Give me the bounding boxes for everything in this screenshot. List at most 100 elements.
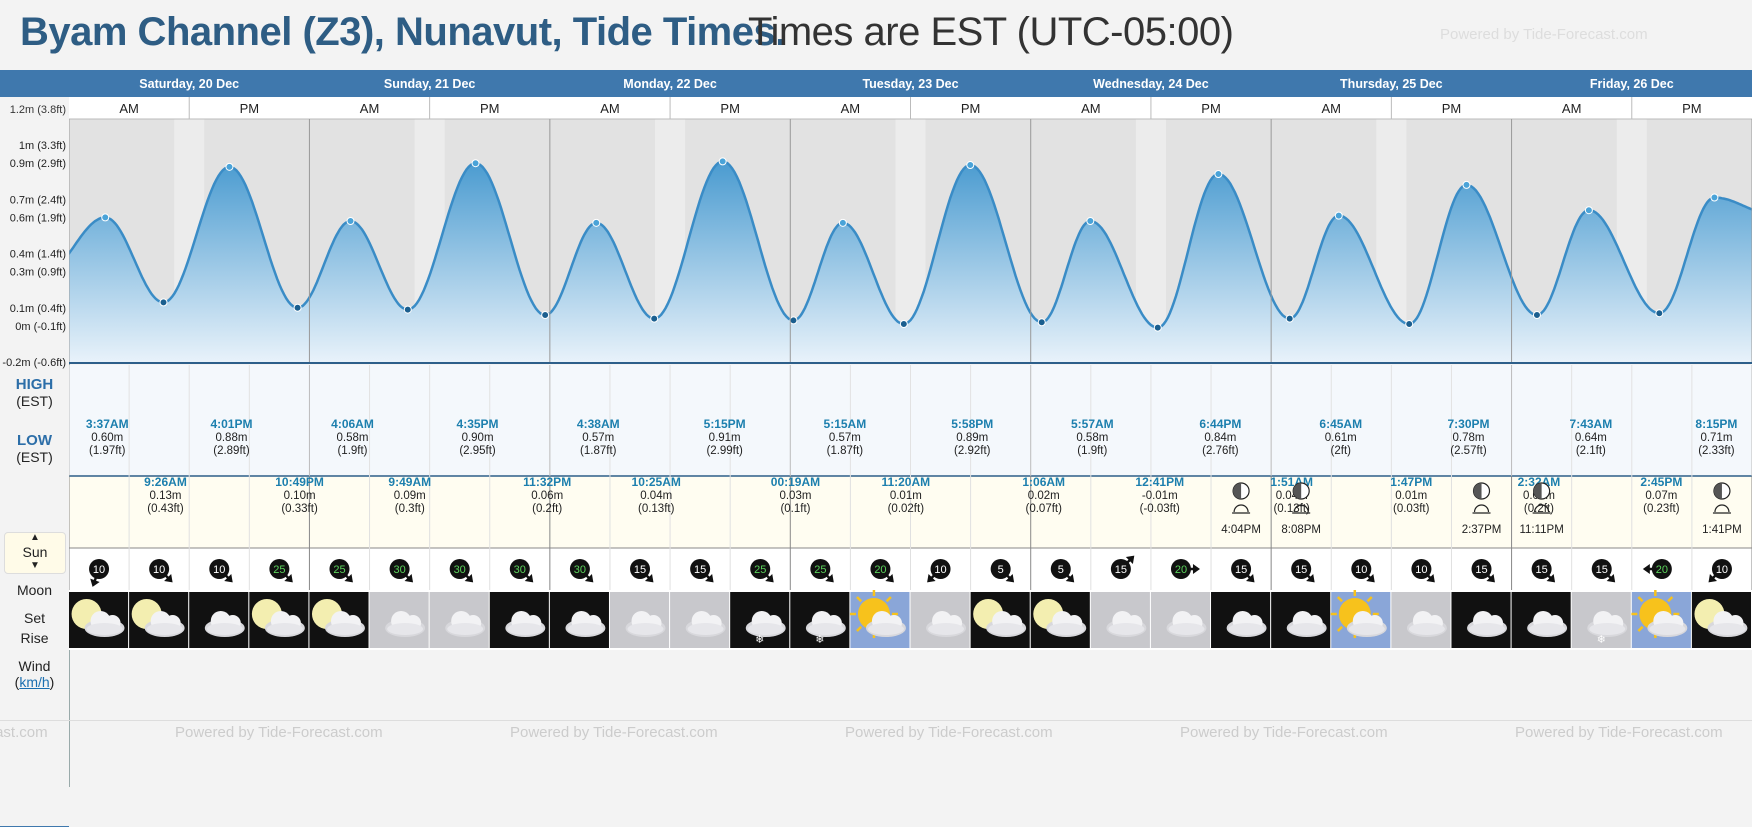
powered-by-watermark: Powered by Tide-Forecast.com	[1180, 724, 1388, 741]
high-time: 4:38AM	[577, 417, 620, 431]
low-tide-point[interactable]	[1153, 323, 1162, 332]
low-tide-point[interactable]	[650, 314, 659, 323]
partly-cloudy-night-icon	[69, 592, 129, 648]
high-tide-point[interactable]	[966, 161, 975, 170]
cloud-base	[266, 623, 303, 635]
wind-speed-circle	[750, 559, 771, 579]
low-tide-point[interactable]	[789, 316, 798, 325]
low-meters: 0.10m	[284, 490, 316, 502]
low-time: 10:49PM	[275, 475, 324, 489]
high-tide-point[interactable]	[1334, 211, 1343, 220]
cloud-base	[206, 623, 243, 635]
low-label: LOW (EST)	[0, 432, 69, 465]
y-tick-label: 0.7m (2.4ft)	[10, 194, 66, 206]
wind-cell: 15	[690, 559, 714, 583]
high-tide-point[interactable]	[225, 162, 234, 171]
low-tide-point[interactable]	[899, 320, 908, 329]
high-tide-point[interactable]	[1214, 170, 1223, 179]
high-tide-point[interactable]	[471, 159, 480, 168]
high-meters: 0.58m	[337, 432, 369, 444]
partly-cloudy-night-icon	[970, 592, 1030, 648]
cloud-base	[447, 623, 484, 635]
cloud-base	[567, 623, 604, 635]
low-time: 1:47PM	[1390, 475, 1432, 489]
wind-speed: 10	[93, 564, 105, 576]
wind-speed: 10	[1355, 564, 1367, 576]
page-header: Byam Channel (Z3), Nunavut, Tide Times. …	[0, 0, 1752, 70]
am-label: AM	[1081, 101, 1101, 116]
high-time: 4:01PM	[210, 417, 252, 431]
low-meters: 0.03m	[779, 490, 811, 502]
wind-speed-circle	[1050, 559, 1071, 579]
low-tide-point[interactable]	[541, 311, 550, 320]
high-feet: (2.57ft)	[1450, 445, 1487, 457]
high-tide-point[interactable]	[592, 218, 601, 227]
cloudy-night-icon	[1211, 592, 1271, 648]
wind-speed-circle	[870, 559, 891, 579]
wind-cell: 5	[990, 559, 1015, 583]
wind-speed: 30	[454, 564, 466, 576]
day-label: Friday, 26 Dec	[1590, 77, 1674, 91]
low-tide-point[interactable]	[1285, 314, 1294, 323]
low-meters: 0.02m	[1028, 490, 1060, 502]
am-label: AM	[360, 101, 380, 116]
snowflake-icon: ❄	[755, 634, 764, 646]
moon-rise-label: Rise	[20, 630, 49, 646]
pm-label: PM	[961, 101, 981, 116]
low-feet: (0.33ft)	[281, 503, 318, 515]
cloudy-night-icon	[1451, 592, 1511, 648]
high-tide-point[interactable]	[1584, 206, 1593, 215]
tide-chart-area: Saturday, 20 Dec AM PM Sunday, 21 Dec AM PM Mo…	[68, 70, 1752, 720]
high-tide-point[interactable]	[346, 217, 355, 226]
am-label: AM	[600, 101, 620, 116]
high-time: 6:44PM	[1199, 417, 1241, 431]
low-tide-point[interactable]	[1405, 320, 1414, 329]
low-meters: 0.04m	[640, 490, 672, 502]
y-tick-label: 0.3m (0.9ft)	[10, 267, 66, 279]
tide-area	[69, 161, 1752, 362]
wind-speed: 25	[333, 564, 345, 576]
low-time: 2:32AM	[1518, 475, 1561, 489]
high-tide-point[interactable]	[838, 218, 847, 227]
cloud-base	[1408, 623, 1445, 635]
wind-cell: 10	[1351, 559, 1375, 583]
am-label: AM	[119, 101, 139, 116]
y-tick-label: 0.9m (2.9ft)	[10, 158, 66, 170]
high-tide-point[interactable]	[1710, 193, 1719, 202]
low-tide-point[interactable]	[1037, 318, 1046, 327]
high-tide-point[interactable]	[718, 157, 727, 166]
high-tide-point[interactable]	[1086, 217, 1095, 226]
wind-speed: 20	[874, 564, 886, 576]
moon-set-label: Set	[23, 610, 45, 626]
high-meters: 0.88m	[215, 432, 247, 444]
low-tide-point[interactable]	[1655, 309, 1664, 318]
high-label: HIGH (EST)	[0, 376, 69, 409]
wind-cell: 30	[449, 559, 474, 583]
high-tide-point[interactable]	[1462, 180, 1471, 189]
pm-label: PM	[1201, 101, 1221, 116]
sun-up-arrow-icon: ▲	[30, 532, 40, 543]
low-tide-point[interactable]	[403, 305, 412, 314]
wind-speed-circle	[569, 559, 590, 579]
wind-speed-circle	[1110, 559, 1131, 579]
cloud-base	[988, 623, 1025, 635]
day-label: Sunday, 21 Dec	[384, 77, 476, 91]
high-meters: 0.60m	[91, 432, 123, 444]
powered-by-watermark: Powered by Tide-Forecast.com	[845, 724, 1053, 741]
wind-speed-circle	[690, 559, 711, 579]
wind-unit-link[interactable]: km/h	[19, 674, 50, 690]
wind-cell: 15	[1231, 559, 1255, 583]
wind-speed: 30	[393, 564, 405, 576]
low-tide-point[interactable]	[159, 298, 168, 307]
wind-speed-circle	[389, 559, 410, 579]
footer-divider	[0, 720, 1752, 721]
low-tide-point[interactable]	[1532, 311, 1541, 320]
pm-label: PM	[480, 101, 500, 116]
high-feet: (2.99ft)	[706, 445, 743, 457]
y-tick-label: 0.1m (0.4ft)	[10, 303, 66, 315]
cloud-base	[1228, 623, 1265, 635]
sun-ray	[1366, 596, 1373, 603]
high-tide-point[interactable]	[101, 213, 110, 222]
low-tide-point[interactable]	[293, 303, 302, 312]
high-meters: 0.89m	[956, 432, 988, 444]
